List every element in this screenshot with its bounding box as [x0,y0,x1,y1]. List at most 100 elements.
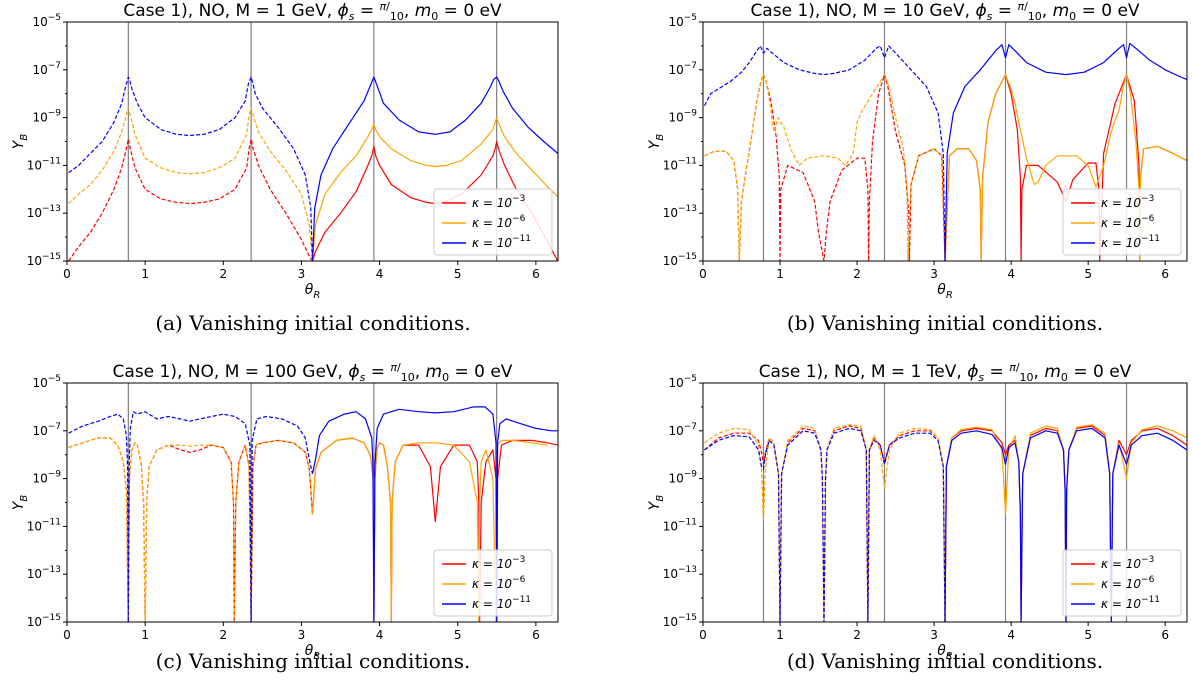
x-axis-subscript: R [313,651,320,662]
x-tick-label: 3 [298,628,306,642]
title-tail: = 0 eV [1068,362,1132,382]
y-tick-label: 10−5 [668,13,697,29]
y-tick-base: 10 [668,111,683,125]
x-tick-label: 2 [219,628,227,642]
y-axis-symbol: Y [647,500,663,510]
y-axis-symbol: Y [11,139,27,149]
legend-label-1: κ = 10−6 [472,214,526,230]
y-tick-base: 10 [668,63,683,77]
series-2-dashed [68,76,314,261]
title-fraction-bar: / [386,0,390,13]
chart-title: Case 1), NO, M = 10 GeV, ϕs = π/10, m0 =… [750,0,1139,23]
legend-box [433,188,553,256]
title-equals: = [354,1,379,21]
y-tick-label: 10−11 [27,156,61,172]
title-fraction-bar: / [1024,0,1028,13]
y-axis-symbol: Y [647,139,663,149]
series-group [704,424,1187,622]
chart-panel-c: 0 1 2 3 4 5 610−1510−1310−1110−910−710−5θRYBCa… [11,361,559,662]
x-tick-label: 3 [930,267,938,281]
x-axis-symbol: θ [937,643,946,659]
legend-text: κ = 10 [1101,236,1141,250]
legend: κ = 10−3κ = 10−6κ = 10−11 [1062,188,1182,256]
y-tick-base: 10 [663,206,678,220]
y-tick-exponent: −13 [678,204,697,214]
title-phi: ϕ [338,1,349,21]
series-0-solid [311,140,558,261]
series-2-dashed [68,411,314,622]
x-tick-label: 1 [141,628,149,642]
chart-title: Case 1), NO, M = 1 GeV, ϕs = π/10, m0 = … [123,0,502,23]
y-tick-base: 10 [27,567,42,581]
chart-title: Case 1), NO, M = 100 GeV, ϕs = π/10, m0 … [113,361,513,384]
title-m: m [415,1,432,21]
title-fraction-bar: / [1016,361,1020,374]
y-tick-exponent: −7 [48,61,61,71]
y-tick-exponent: −15 [42,613,61,623]
y-tick-base: 10 [663,254,678,268]
x-axis-symbol: θ [937,282,946,298]
x-axis-label: θR [937,282,953,301]
y-tick-exponent: −5 [48,374,61,384]
legend-exponent: −6 [1141,214,1155,224]
y-tick-label: 10−15 [27,252,61,268]
legend-box [433,549,553,617]
y-tick-label: 10−5 [32,374,61,390]
legend-label-1: κ = 10−6 [1101,214,1155,230]
y-tick-base: 10 [27,615,42,629]
y-tick-base: 10 [663,567,678,581]
title-m: m [426,362,443,382]
y-tick-exponent: −9 [48,109,62,119]
x-tick-label: 3 [930,628,938,642]
y-tick-label: 10−5 [32,13,61,29]
legend-exponent: −11 [512,234,531,244]
x-tick-label: 4 [1007,628,1015,642]
title-tail: = 0 eV [1076,1,1140,21]
y-tick-exponent: −11 [678,517,697,527]
y-tick-base: 10 [32,63,47,77]
series-2-solid [311,406,558,622]
y-axis-subscript: B [19,134,30,141]
legend-text: κ = 10 [1101,597,1141,611]
caption-d: (d) Vanishing initial conditions. [787,649,1103,673]
legend-label-0: κ = 10−3 [472,194,525,210]
series-1-solid [944,74,1187,261]
title-phi-sub: s [360,371,366,384]
y-tick-base: 10 [32,472,47,486]
chart-panel-d: 0 1 2 3 4 5 610−1510−1310−1110−910−710−5θRYBCa… [647,361,1188,662]
legend-text: κ = 10 [1101,577,1141,591]
title-comma: , [404,1,415,21]
x-axis-subscript: R [946,290,953,301]
y-tick-exponent: −7 [684,61,697,71]
y-axis-label: YB [11,134,30,150]
x-axis-symbol: θ [305,643,314,659]
y-tick-base: 10 [32,376,47,390]
y-tick-exponent: −7 [684,422,697,432]
legend: κ = 10−3κ = 10−6κ = 10−11 [1062,549,1182,617]
y-tick-label: 10−13 [663,565,697,581]
y-tick-label: 10−9 [668,109,697,125]
y-tick-base: 10 [27,206,42,220]
y-tick-base: 10 [32,111,47,125]
legend: κ = 10−3 κ = 10−6κ = 10−11 [433,188,553,256]
y-tick-label: 10−7 [668,61,697,77]
x-axis-subscript: R [313,290,320,301]
y-axis-label: YB [647,495,666,511]
title-phi-sub: s [987,10,993,23]
y-tick-exponent: −11 [678,156,697,166]
y-tick-exponent: −5 [48,13,61,23]
title-phi: ϕ [348,362,359,382]
y-tick-base: 10 [668,424,683,438]
chart-panel-b: 0 1 2 3 4 5 610−1510−1310−1110−910−710−5θRYBCa… [647,0,1188,301]
x-axis-label: θR [937,643,953,662]
y-tick-exponent: −15 [678,252,697,262]
title-text: Case 1), NO, M = 10 GeV, [750,1,975,21]
y-tick-base: 10 [27,158,42,172]
y-tick-base: 10 [663,519,678,533]
series-group [703,42,1187,261]
legend-text: κ = 10 [472,216,512,230]
y-tick-label: 10−11 [27,517,61,533]
y-axis-label: YB [647,134,666,150]
legend-text: κ = 10 [1101,196,1141,210]
